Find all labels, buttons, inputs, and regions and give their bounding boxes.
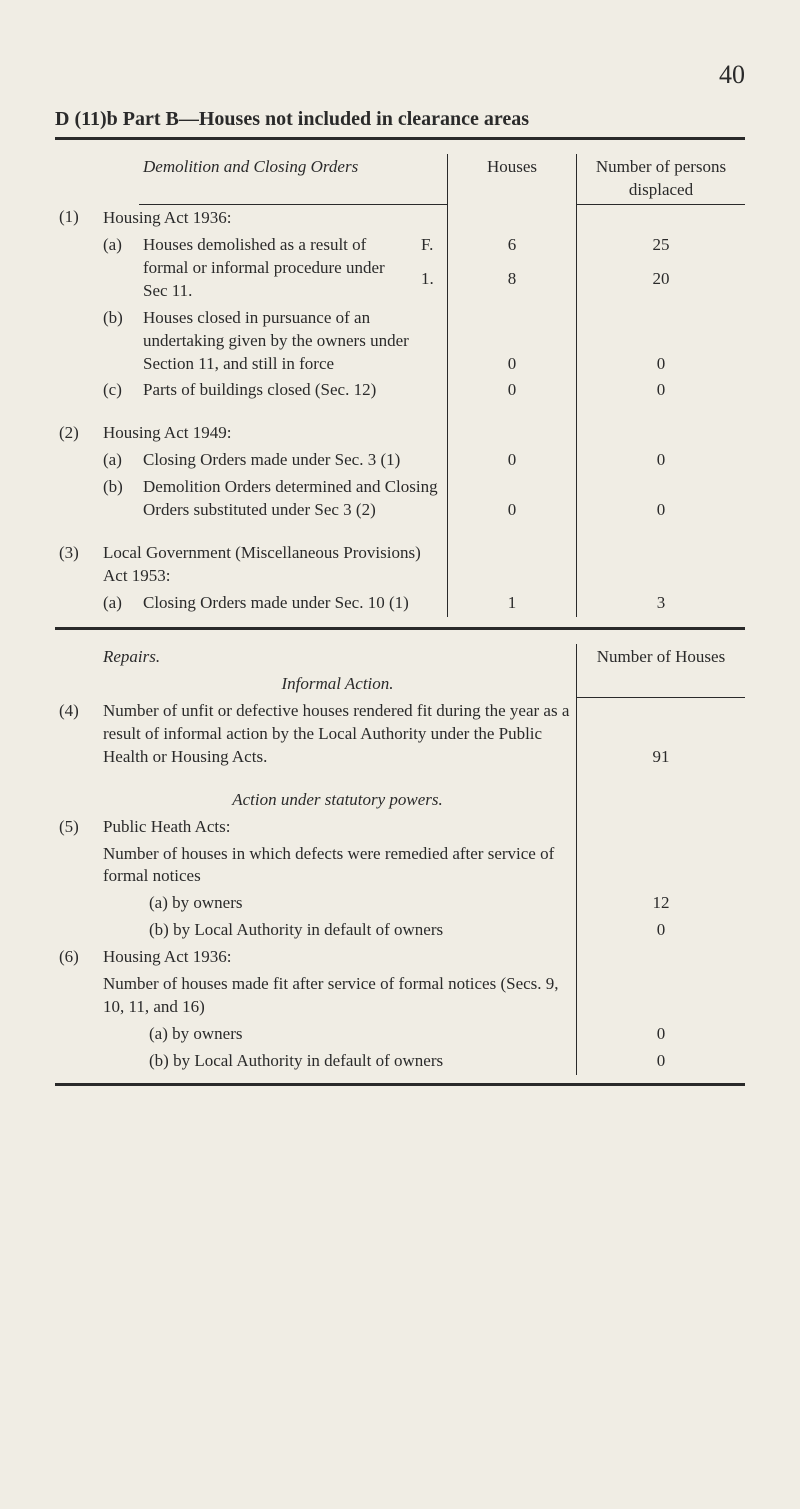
item-sub: (b) [99, 474, 139, 524]
group-title: Local Government (Miscel­laneous Provisi… [99, 540, 448, 590]
item6a-value: 0 [577, 1021, 746, 1048]
section-title: D (11)b Part B—Houses not included in cl… [55, 108, 745, 131]
group-title: Housing Act 1936: [99, 204, 448, 231]
item-num: (5) [55, 814, 99, 841]
item4-text: Number of unfit or defective houses rend… [99, 698, 577, 771]
houses-value: 0 [448, 305, 577, 378]
item5-intro: Number of houses in which defects were r… [99, 841, 577, 891]
repairs-table: Repairs. Number of Houses Informal Actio… [55, 644, 745, 1075]
item6-title: Housing Act 1936: [99, 944, 577, 971]
houses-value: 6 [448, 232, 577, 266]
item6b-label: (b) by Local Authority in default of own… [99, 1048, 577, 1075]
persons-value: 0 [577, 447, 746, 474]
header-houses: Houses [448, 154, 577, 204]
item-sub: (b) [99, 305, 139, 378]
fi-label: 1. [417, 266, 448, 300]
item5a-value: 12 [577, 890, 746, 917]
item-text: Closing Orders made under Sec. 10 (1) [139, 590, 448, 617]
item5a-label: (a) by owners [99, 890, 577, 917]
informal-heading: Informal Action. [99, 671, 577, 698]
item-num: (6) [55, 944, 99, 971]
houses-value: 0 [448, 474, 577, 524]
repairs-houses-header: Number of Houses [577, 644, 746, 698]
statutory-heading: Action under statutory powers. [99, 787, 577, 814]
persons-value: 3 [577, 590, 746, 617]
houses-value: 0 [448, 377, 577, 404]
group-title: Housing Act 1949: [99, 420, 448, 447]
persons-value: 25 [577, 232, 746, 266]
item6-intro: Number of houses made fit after service … [99, 971, 577, 1021]
persons-value: 20 [577, 266, 746, 300]
item-text: Houses closed in pursu­ance of an undert… [139, 305, 448, 378]
item6a-label: (a) by owners [99, 1021, 577, 1048]
group-num: (2) [55, 420, 99, 447]
persons-value: 0 [577, 474, 746, 524]
item5b-value: 0 [577, 917, 746, 944]
rule-thick [55, 1083, 745, 1086]
persons-value: 0 [577, 305, 746, 378]
item-text: Closing Orders made under Sec. 3 (1) [139, 447, 448, 474]
demolition-table: Demolition and Closing Orders Houses Num… [55, 154, 745, 617]
item-sub: (c) [99, 377, 139, 404]
repairs-label: Repairs. [99, 644, 577, 671]
item-text: Parts of buildings closed (Sec. 12) [139, 377, 448, 404]
group-num: (3) [55, 540, 99, 590]
item-sub: (a) [99, 232, 139, 266]
houses-value: 1 [448, 590, 577, 617]
houses-value: 8 [448, 266, 577, 300]
item-text: Houses demolished as a result of formal … [139, 232, 417, 305]
group-num: (1) [55, 204, 99, 231]
item-sub: (a) [99, 590, 139, 617]
houses-value: 0 [448, 447, 577, 474]
item-num: (4) [55, 698, 99, 771]
item4-value: 91 [577, 698, 746, 771]
item5b-label: (b) by Local Authority in default of own… [99, 917, 577, 944]
persons-value: 0 [577, 377, 746, 404]
rule-thick [55, 627, 745, 630]
item-text: Demolition Orders deter­mined and Closin… [139, 474, 448, 524]
item5-title: Public Heath Acts: [99, 814, 577, 841]
rule-thick [55, 137, 745, 140]
item-sub: (a) [99, 447, 139, 474]
fi-label: F. [417, 232, 448, 266]
header-demolition: Demolition and Closing Orders [139, 154, 448, 204]
header-persons: Number of persons dis­placed [577, 154, 746, 204]
page-number: 40 [55, 60, 745, 90]
document-page: 40 D (11)b Part B—Houses not included in… [0, 0, 800, 1166]
item6b-value: 0 [577, 1048, 746, 1075]
